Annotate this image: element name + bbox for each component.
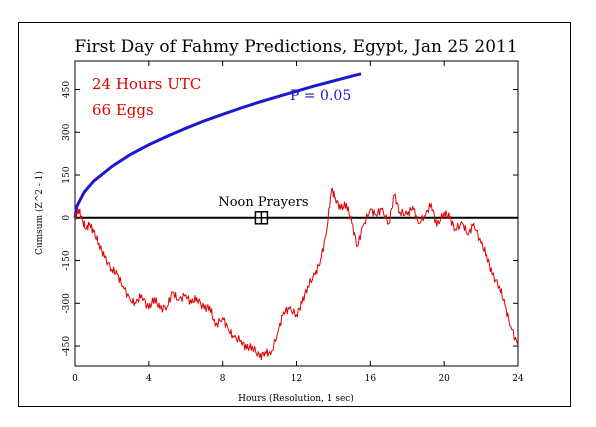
y-axis: -450 -300 -150 0 150 300 450 [62, 81, 518, 356]
y-tick-label: -300 [62, 293, 72, 313]
x-tick-label: 12 [291, 374, 302, 384]
y-tick-label: 300 [62, 123, 72, 140]
x-tick-label: 4 [146, 374, 152, 384]
x-axis: 0 4 8 12 16 20 24 [72, 61, 524, 384]
noon-prayers-marker [254, 211, 269, 225]
y-tick-label: 0 [62, 215, 72, 221]
series-layer [73, 72, 519, 360]
noon-prayers-label: Noon Prayers [218, 195, 308, 210]
cumulative-deviation-line [74, 187, 519, 360]
probability-envelope-line [73, 72, 362, 219]
x-tick-label: 20 [438, 374, 450, 384]
y-tick-label: 450 [62, 81, 72, 98]
duration-annotation: 24 Hours UTC [92, 75, 201, 93]
chart-title: First Day of Fahmy Predictions, Egypt, J… [74, 37, 517, 57]
probability-annotation: P = 0.05 [290, 88, 351, 104]
y-tick-label: -150 [62, 250, 72, 270]
x-axis-label: Hours (Resolution, 1 sec) [238, 393, 354, 404]
chart-frame [18, 22, 571, 407]
x-tick-label: 16 [365, 374, 377, 384]
x-tick-label: 8 [220, 374, 226, 384]
y-tick-label: -450 [62, 336, 72, 356]
eggs-annotation: 66 Eggs [92, 101, 154, 119]
y-tick-label: 150 [62, 166, 72, 183]
x-tick-label: 0 [72, 374, 78, 384]
y-axis-label: Cumsum (Z^2 - 1) [34, 171, 45, 255]
x-tick-label: 24 [512, 374, 524, 384]
